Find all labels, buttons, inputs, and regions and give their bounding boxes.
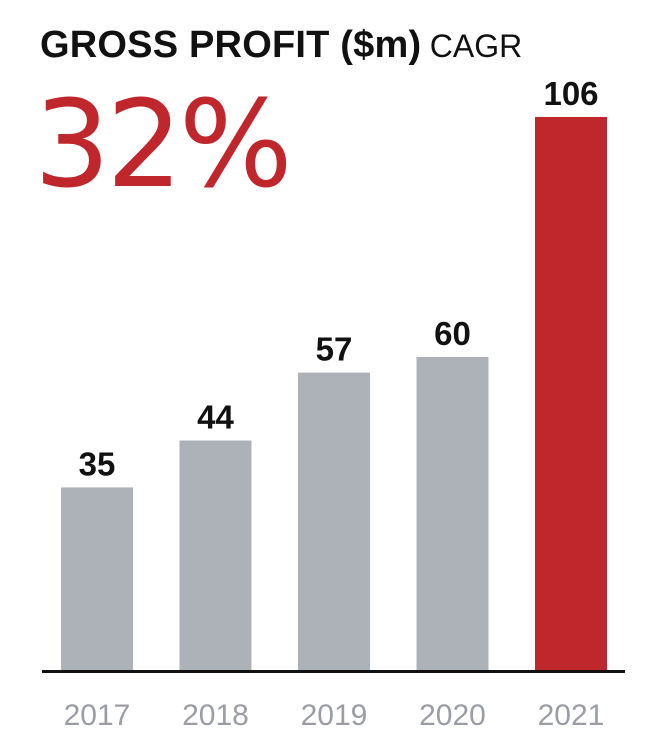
bar-2018 [179, 440, 252, 670]
x-tick-label-2019: 2019 [301, 699, 368, 732]
data-label-2018: 44 [197, 399, 234, 436]
cagr-value: 32% [34, 76, 293, 215]
bar-2019 [298, 372, 370, 670]
x-tick-label-2020: 2020 [419, 699, 486, 732]
chart-title: GROSS PROFIT ($m) [40, 24, 422, 66]
data-label-2020: 60 [434, 315, 471, 352]
bar-2017 [61, 487, 133, 670]
chart-subtitle: CAGR [429, 28, 523, 64]
data-label-2021: 106 [543, 75, 598, 112]
x-tick-label-2018: 2018 [182, 699, 249, 732]
data-label-2017: 35 [79, 445, 116, 482]
chart-title-row: GROSS PROFIT ($m) CAGR [40, 26, 522, 64]
x-tick-label-2021: 2021 [538, 699, 605, 732]
x-tick-label-2017: 2017 [64, 699, 131, 732]
bar-2021 [535, 117, 607, 670]
bar-2020 [416, 357, 489, 670]
data-label-2019: 57 [316, 331, 353, 368]
